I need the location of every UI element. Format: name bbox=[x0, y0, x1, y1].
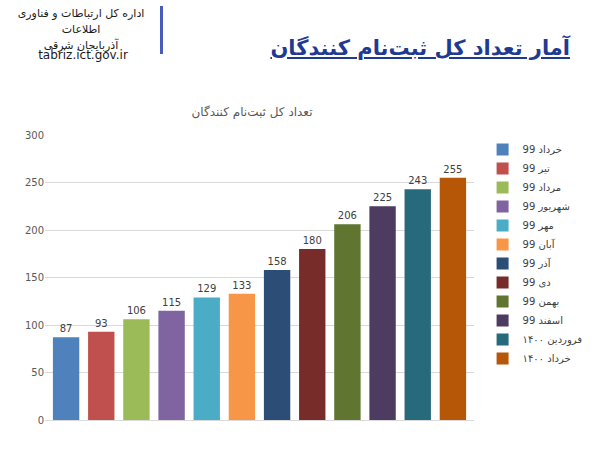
svg-text:بهمن 99: بهمن 99 bbox=[523, 296, 560, 308]
svg-text:مرداد 99: مرداد 99 bbox=[523, 182, 561, 193]
svg-text:206: 206 bbox=[338, 210, 357, 221]
html-text:آذربایجان شرقی: آذربایجان شرقی bbox=[43, 39, 119, 52]
svg-text:اسفند 99: اسفند 99 bbox=[523, 315, 563, 326]
svg-text:دی 99: دی 99 bbox=[523, 277, 551, 288]
svg-text:خرداد 99: خرداد 99 bbox=[523, 144, 562, 155]
svg-text:129: 129 bbox=[197, 283, 216, 294]
svg-text:300: 300 bbox=[25, 130, 44, 141]
svg-text:آبان 99: آبان 99 bbox=[523, 238, 556, 250]
svg-text:مهر 99: مهر 99 bbox=[523, 220, 554, 232]
svg-text:180: 180 bbox=[303, 235, 322, 246]
svg-text:87: 87 bbox=[60, 323, 73, 334]
svg-text:0: 0 bbox=[38, 415, 44, 426]
svg-text:100: 100 bbox=[25, 320, 44, 331]
svg-text:243: 243 bbox=[408, 175, 427, 186]
svg-text:خرداد ۱۴۰۰: خرداد ۱۴۰۰ bbox=[523, 353, 571, 364]
svg-text:158: 158 bbox=[268, 256, 287, 267]
svg-text:93: 93 bbox=[95, 318, 108, 329]
svg-text:133: 133 bbox=[232, 280, 251, 291]
svg-text:150: 150 bbox=[25, 272, 44, 283]
svg-text:255: 255 bbox=[443, 164, 462, 175]
svg-text:50: 50 bbox=[31, 367, 44, 378]
svg-text:200: 200 bbox=[25, 225, 44, 236]
svg-text:115: 115 bbox=[162, 297, 181, 308]
svg-text:106: 106 bbox=[127, 305, 146, 316]
svg-text:شهریور 99: شهریور 99 bbox=[523, 201, 570, 213]
svg-text:225: 225 bbox=[373, 192, 392, 203]
html-text:tabriz.ict.gov.ir: tabriz.ict.gov.ir bbox=[38, 48, 128, 62]
svg-text:250: 250 bbox=[25, 177, 44, 188]
svg-text:آذر 99: آذر 99 bbox=[523, 257, 552, 269]
svg-text:فروردین ۱۴۰۰: فروردین ۱۴۰۰ bbox=[523, 334, 583, 346]
svg-text:تعداد کل ثبت‌نام کنندگان: تعداد کل ثبت‌نام کنندگان bbox=[192, 105, 313, 119]
html-text:آمار تعداد کل ثبت‌نام کنندگان: آمار تعداد کل ثبت‌نام کنندگان bbox=[270, 36, 570, 60]
html-text:اداره کل ارتباطات و فناوری اطل: اداره کل ارتباطات و فناوری اطلاعات bbox=[17, 7, 145, 36]
svg-text:تیر 99: تیر 99 bbox=[523, 163, 550, 174]
